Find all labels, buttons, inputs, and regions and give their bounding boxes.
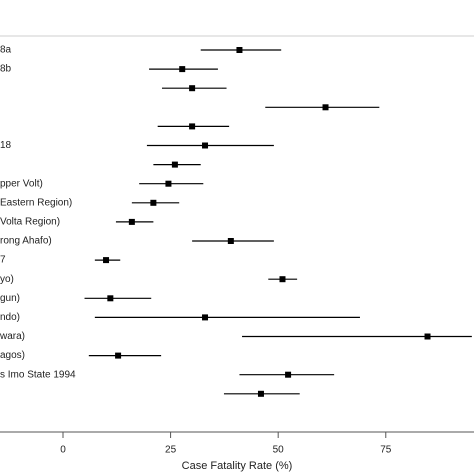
row-label: rong Ahafo): [0, 236, 52, 247]
row-label: pper Volt): [0, 178, 43, 189]
row-label: Eastern Region): [0, 197, 72, 208]
x-tick-label: 25: [165, 445, 177, 456]
row-label: 8a: [0, 45, 12, 56]
point-estimate: [257, 390, 264, 397]
row-label: ndo): [0, 312, 20, 323]
point-estimate: [279, 276, 286, 283]
row-label: 7: [0, 255, 6, 266]
point-estimate: [236, 47, 243, 53]
x-axis-title: Case Fatality Rate (%): [182, 460, 293, 472]
x-tick-label: 75: [380, 445, 392, 456]
point-estimate: [424, 333, 431, 340]
point-estimate: [150, 199, 157, 206]
point-estimate: [171, 161, 178, 168]
x-tick-label: 50: [273, 445, 285, 456]
row-label: s Imo State 1994: [0, 369, 76, 380]
point-estimate: [202, 314, 209, 321]
row-label: 8b: [0, 64, 12, 75]
point-estimate: [103, 257, 110, 264]
point-estimate: [165, 180, 172, 187]
point-estimate: [189, 123, 196, 130]
row-label: Volta Region): [0, 217, 60, 228]
point-estimate: [189, 85, 196, 92]
row-label: wara): [0, 331, 25, 342]
point-estimate: [128, 218, 135, 225]
point-estimate: [322, 104, 329, 111]
point-estimate: [115, 352, 122, 359]
point-estimate: [227, 238, 234, 244]
point-estimate: [107, 295, 114, 302]
point-estimate: [285, 371, 292, 378]
row-label: gun): [0, 293, 20, 304]
row-label: yo): [0, 274, 14, 285]
point-estimate: [179, 66, 186, 73]
row-label: 18: [0, 140, 12, 151]
x-tick-label: 0: [60, 445, 66, 456]
row-label: agos): [0, 350, 25, 361]
point-estimate: [202, 142, 209, 149]
